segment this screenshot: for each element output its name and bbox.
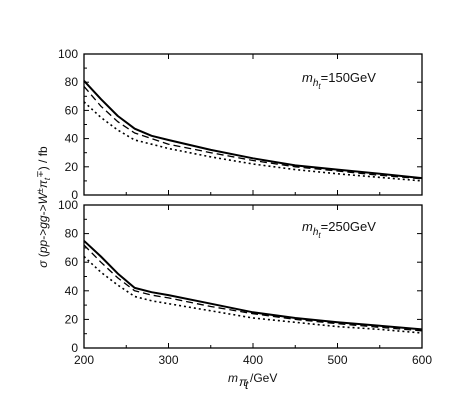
svg-text:t: t [245, 378, 249, 392]
x-tick-label: 300 [158, 353, 178, 367]
series-line-dashed [83, 244, 423, 332]
panel-annotation: mht=250GeV [302, 219, 376, 240]
x-tick-label: 200 [74, 353, 94, 367]
y-tick-label: 80 [65, 227, 79, 241]
y-tick-label: 60 [65, 255, 79, 269]
svg-text:/GeV: /GeV [250, 371, 277, 385]
x-tick-label: 400 [243, 353, 263, 367]
panel-top: 0 20 40 60 80 100 mht=150GeV [58, 47, 423, 202]
y-axis-title: σ (pp->gg->W±πt∓) / fb [35, 146, 52, 268]
y-tick-label: 80 [65, 75, 79, 89]
y-tick-label: 60 [65, 103, 79, 117]
svg-text:σ (pp->gg->W±πt∓) / fb: σ (pp->gg->W±πt∓) / fb [35, 146, 52, 268]
y-tick-label: 40 [65, 132, 79, 146]
x-tick-label: 600 [412, 353, 432, 367]
panel-annotation: mht=150GeV [302, 70, 376, 91]
svg-text:π: π [239, 375, 248, 389]
panel-bottom: 0 20 40 60 80 100 200 300 400 500 600 mht=250GeV [58, 198, 432, 367]
y-tick-label: 100 [58, 198, 78, 212]
x-axis-title: m π t /GeV [228, 371, 277, 392]
y-tick-label: 40 [65, 284, 79, 298]
y-tick-label: 100 [58, 47, 78, 61]
series-line-dotted [83, 255, 423, 334]
series-line-solid [83, 240, 423, 331]
series-line-dashed [83, 85, 423, 180]
y-tick-label: 20 [65, 160, 79, 174]
y-tick-label: 0 [71, 188, 78, 202]
series-line-solid [83, 80, 423, 180]
y-tick-label: 20 [65, 312, 79, 326]
x-tick-label: 500 [327, 353, 347, 367]
y-tick-label: 0 [71, 341, 78, 355]
svg-text:m: m [228, 371, 238, 385]
series-line-dotted [83, 101, 423, 182]
